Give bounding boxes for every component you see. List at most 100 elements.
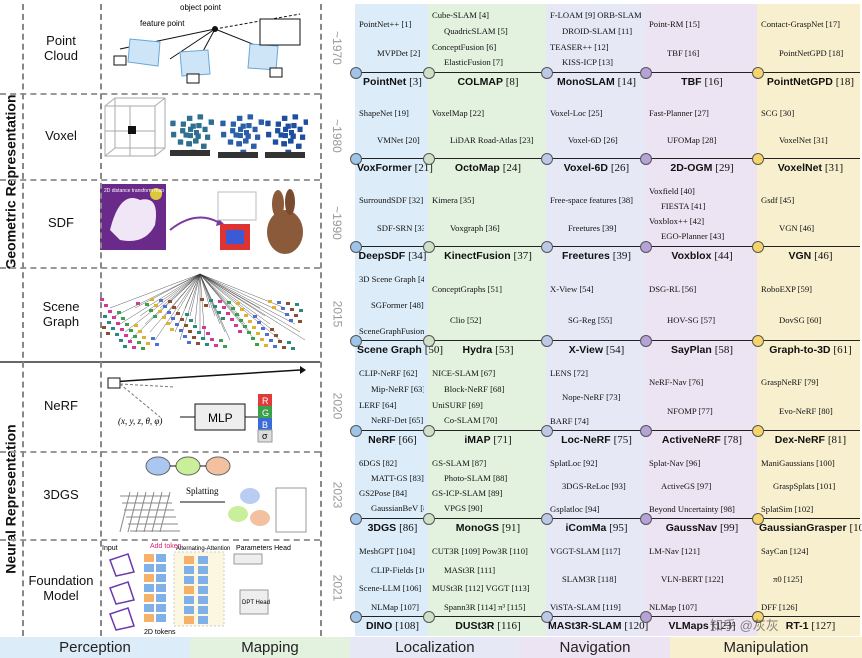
milestone-perception: PointNet [3] xyxy=(357,76,428,88)
group-label-neural: Neural Representation xyxy=(3,424,19,574)
milestone-ref: [108] xyxy=(395,620,419,632)
milestone-ref: [103] xyxy=(849,522,862,534)
method-item: Gsplatloc [94] xyxy=(550,503,600,514)
method-item: SGFormer [48] xyxy=(371,299,424,310)
left-dash-2 xyxy=(100,4,102,636)
milestone-ref: [50] xyxy=(424,344,444,356)
method-item: KISS-ICP [13] xyxy=(562,57,614,68)
footer-perception: Perception xyxy=(0,637,190,658)
method-item: MATT-GS [83] xyxy=(371,473,424,484)
method-item: π0 [125] xyxy=(773,573,803,584)
row-label-4: NeRF xyxy=(22,398,100,413)
method-item: SurroundSDF [32] xyxy=(359,194,424,205)
watermark: 知乎 @灰灰 xyxy=(710,618,779,633)
method-item: SG-Reg [55] xyxy=(568,315,613,326)
method-item: Freetures [39] xyxy=(568,222,617,233)
milestone-name: Voxel-6D xyxy=(563,162,611,174)
milestone-name: SayPlan xyxy=(670,344,715,356)
milestone-name: PointNetGPD xyxy=(766,76,836,88)
footer-localization: Localization xyxy=(350,637,520,658)
milestone-name: NeRF xyxy=(368,434,399,446)
timeline-dot xyxy=(541,67,553,79)
method-list-mapping: NICE-SLAM [67] Block-NeRF [68] UniSURF [69… xyxy=(432,368,542,426)
milestone-name: DeepSDF xyxy=(358,250,409,262)
milestone-localization: MonoSLAM [14] xyxy=(548,76,645,88)
timeline-dot xyxy=(640,513,652,525)
footer-manipulation: Manipulation xyxy=(670,637,862,658)
method-list-perception: CLIP-NeRF [62] Mip-NeRF [63] LERF [64] NeRF… xyxy=(359,368,424,426)
method-item: PointNet++ [1] xyxy=(359,19,412,30)
method-list-mapping: ConceptGraphs [51] Clio [52] xyxy=(432,274,542,336)
method-item: VPGS [90] xyxy=(444,503,483,514)
svg-text:σ: σ xyxy=(262,431,268,441)
row-separator xyxy=(0,179,320,181)
milestone-localization: iComMa [95] xyxy=(548,522,645,534)
milestone-name: Freetures xyxy=(561,250,613,262)
method-list-perception: ShapeNet [19] VMNet [20] xyxy=(359,100,424,154)
row-year: 2015 xyxy=(322,268,352,360)
row-label-1: Voxel xyxy=(22,128,100,143)
milestone-ref: [37] xyxy=(513,250,532,262)
method-item: VLN-BERT [122] xyxy=(661,573,724,584)
milestone-ref: [29] xyxy=(715,162,734,174)
method-item: GraspSplats [101] xyxy=(773,480,836,491)
method-item: Photo-SLAM [88] xyxy=(444,473,508,484)
method-list-perception: 6DGS [82] MATT-GS [83] GS2Pose [84] Gaussia… xyxy=(359,458,424,514)
milestone-navigation: ActiveNeRF [78] xyxy=(647,434,757,446)
row-label-2: SDF xyxy=(22,215,100,230)
row-illustration-6: Input Add token Alternating-Attention Pa… xyxy=(100,540,308,636)
method-item: MUSt3R [112] VGGT [113] xyxy=(432,583,530,593)
method-item: F-LOAM [9] ORB-SLAM2 [10] xyxy=(550,10,641,20)
method-item: ConceptGraphs [51] xyxy=(432,284,502,295)
milestone-name: MonoGS xyxy=(455,522,502,534)
timeline-dot xyxy=(350,335,362,347)
row-separator xyxy=(0,539,320,541)
row-label-line: SDF xyxy=(48,215,74,230)
timeline-dot xyxy=(350,513,362,525)
milestone-name: Scene Graph xyxy=(357,344,425,356)
row-year-text: 2023 xyxy=(329,481,344,509)
timeline-dot xyxy=(752,335,764,347)
milestone-name: DUSt3R xyxy=(455,620,498,632)
row-year-text: ~1990 xyxy=(330,206,345,240)
timeline-line xyxy=(355,340,860,341)
timeline-dot xyxy=(423,153,435,165)
milestone-ref: [18] xyxy=(835,76,855,88)
milestone-name: VoxFormer xyxy=(357,162,415,174)
method-item: 6DGS [82] xyxy=(359,458,397,468)
milestone-manipulation: RT-1 [127] xyxy=(759,620,862,632)
method-item: Splat-Nav [96] xyxy=(649,458,701,468)
milestone-mapping: DUSt3R [116] xyxy=(430,620,546,632)
row-label-0: Point Cloud xyxy=(22,33,100,63)
method-item: DFF [126] xyxy=(761,601,798,612)
milestone-manipulation: Dex-NeRF [81] xyxy=(759,434,862,446)
timeline-line xyxy=(355,72,860,73)
milestone-ref: [127] xyxy=(811,620,836,632)
footer-navigation: Navigation xyxy=(520,637,670,658)
milestone-name: Hydra xyxy=(462,344,496,356)
method-item: 3D Scene Graph [47] xyxy=(359,274,424,284)
timeline-dot xyxy=(752,153,764,165)
band-perception xyxy=(355,4,428,636)
method-item: HOV-SG [57] xyxy=(667,315,716,326)
timeline-dot xyxy=(752,241,764,253)
svg-text:feature point: feature point xyxy=(140,19,185,28)
method-item: FIESTA [41] xyxy=(661,201,706,212)
milestone-ref: [53] xyxy=(495,344,514,356)
milestone-name: GaussianGrasper xyxy=(759,522,850,534)
milestone-ref: [86] xyxy=(399,522,418,534)
method-item: MVPDet [2] xyxy=(377,48,421,59)
milestone-navigation: TBF [16] xyxy=(647,76,757,88)
milestone-ref: [54] xyxy=(605,344,625,356)
row-illustration-4: (x, y, z, θ, φ) MLP R G B σ xyxy=(100,362,308,450)
svg-text:(x, y, z, θ, φ): (x, y, z, θ, φ) xyxy=(118,416,162,426)
milestone-ref: [31] xyxy=(824,162,844,174)
method-item: PointNetGPD [18] xyxy=(779,48,844,59)
milestone-ref: [16] xyxy=(704,76,723,88)
row-label-line: Model xyxy=(43,588,79,603)
method-item: ShapeNet [19] xyxy=(359,108,409,119)
method-item: MeshGPT [104] xyxy=(359,546,415,556)
timeline-dot xyxy=(350,611,362,623)
milestone-name: GaussNav xyxy=(665,522,720,534)
milestone-ref: [116] xyxy=(497,620,521,632)
